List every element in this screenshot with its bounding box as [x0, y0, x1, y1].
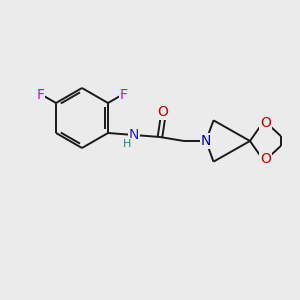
Text: F: F	[36, 88, 44, 102]
Text: O: O	[260, 116, 271, 130]
Text: F: F	[120, 88, 128, 102]
Text: O: O	[260, 152, 271, 167]
Text: N: N	[129, 128, 139, 142]
Text: O: O	[158, 105, 168, 119]
Text: N: N	[201, 134, 211, 148]
Text: H: H	[123, 139, 131, 149]
